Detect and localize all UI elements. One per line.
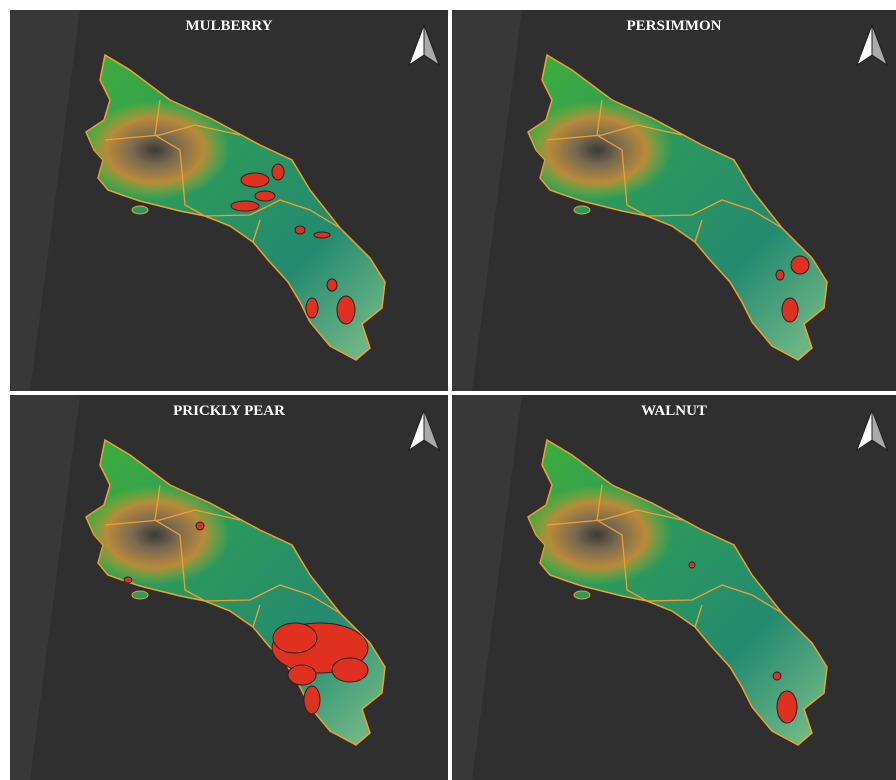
islet [132, 591, 148, 599]
suitable-area [791, 256, 809, 274]
islet [574, 591, 590, 599]
suitable-area [273, 623, 317, 653]
panel-title: PRICKLY PEAR [173, 403, 285, 419]
suitable-area [124, 577, 132, 583]
suitable-area [288, 665, 316, 685]
suitable-area [777, 691, 797, 723]
suitable-area [327, 279, 337, 291]
suitable-area [689, 562, 695, 568]
suitable-area [776, 270, 784, 280]
panel-title: MULBERRY [186, 18, 273, 34]
suitable-area [241, 173, 269, 187]
suitable-area [332, 658, 368, 682]
suitable-area [196, 522, 204, 530]
suitable-area [255, 191, 275, 201]
map-panel: PERSIMMON [452, 10, 896, 391]
map-panel: PRICKLY PEAR [10, 395, 448, 780]
map-panel: MULBERRY [10, 10, 448, 391]
suitable-area [782, 298, 798, 322]
suitable-area [773, 672, 781, 680]
panel-title: WALNUT [641, 403, 707, 419]
suitable-area [272, 164, 284, 180]
map-figure: MULBERRY PERSIMMON PRICKLY PEAR WALNUT [0, 0, 896, 780]
map-panel: WALNUT [452, 395, 896, 780]
suitable-area [337, 296, 355, 324]
suitable-area [231, 201, 259, 211]
suitable-area [295, 226, 305, 234]
islet [574, 206, 590, 214]
panel-title: PERSIMMON [627, 18, 722, 34]
suitable-area [304, 686, 320, 714]
suitable-area [306, 298, 318, 318]
suitable-area [314, 232, 330, 238]
islet [132, 206, 148, 214]
